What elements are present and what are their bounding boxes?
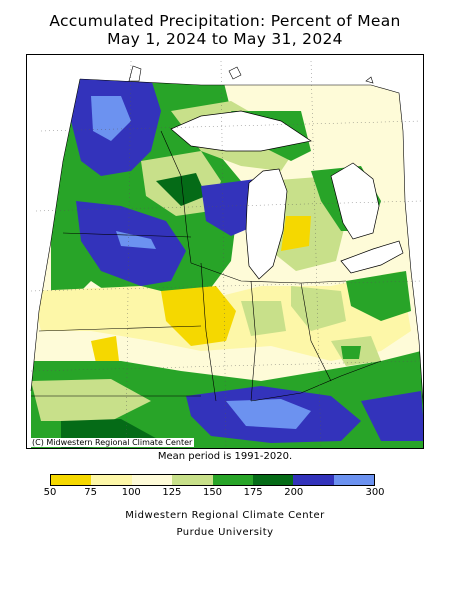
legend-swatch xyxy=(333,475,374,485)
org-affiliation: Purdue University xyxy=(176,527,274,538)
legend-tick-label: 125 xyxy=(162,487,182,498)
legend-swatch xyxy=(131,475,173,485)
map-title: Accumulated Precipitation: Percent of Me… xyxy=(49,12,401,30)
legend-swatch xyxy=(51,475,92,485)
map-date-range: May 1, 2024 to May 31, 2024 xyxy=(107,30,343,48)
legend-tick-label: 150 xyxy=(202,487,223,498)
precipitation-map xyxy=(26,54,424,449)
mean-period-note: Mean period is 1991-2020. xyxy=(157,451,293,462)
legend-swatch xyxy=(91,475,132,485)
legend-tick-label: 50 xyxy=(43,487,57,498)
legend-swatch xyxy=(212,475,253,485)
legend-tick-label: 100 xyxy=(121,487,141,498)
great-lakes xyxy=(170,110,404,280)
legend-tick-label: 175 xyxy=(243,487,263,498)
legend-swatch xyxy=(172,475,213,485)
legend-swatch xyxy=(293,475,334,485)
state-borders xyxy=(30,78,423,406)
graticule xyxy=(30,60,422,448)
legend-tick-label: 200 xyxy=(284,487,304,498)
lake-superior-islands xyxy=(128,65,374,84)
legend-swatch xyxy=(252,475,294,485)
map-credit: (C) Midwestern Regional Climate Center xyxy=(30,438,195,447)
legend-tick-label: 75 xyxy=(84,487,97,498)
legend-ticks: 50 75 100 125 150 175 200 300 xyxy=(0,487,450,501)
org-name: Midwestern Regional Climate Center xyxy=(125,510,325,521)
legend-tick-label: 300 xyxy=(365,487,385,498)
color-legend xyxy=(50,474,375,486)
